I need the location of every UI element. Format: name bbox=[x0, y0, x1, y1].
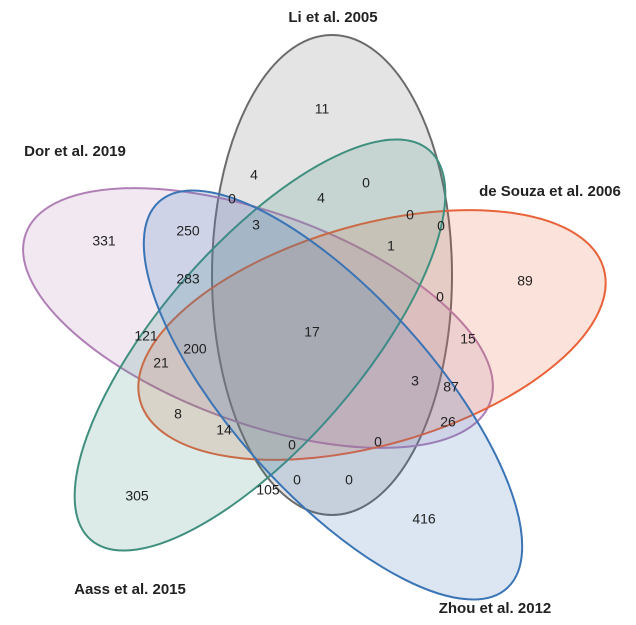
region-count: 89 bbox=[517, 273, 533, 289]
set-label: de Souza et al. 2006 bbox=[479, 183, 621, 200]
set-label: Aass et al. 2015 bbox=[74, 581, 186, 598]
region-count: 87 bbox=[443, 379, 459, 395]
region-count: 17 bbox=[304, 324, 320, 340]
region-count: 3 bbox=[411, 373, 419, 389]
set-ellipse bbox=[211, 34, 453, 516]
region-count: 4 bbox=[250, 167, 258, 183]
set-ellipse bbox=[142, 189, 524, 601]
region-count: 121 bbox=[134, 328, 158, 344]
region-count: 14 bbox=[216, 422, 232, 438]
set-ellipse bbox=[73, 138, 447, 552]
region-count: 0 bbox=[345, 472, 353, 488]
region-count: 0 bbox=[362, 175, 370, 191]
region-count: 8 bbox=[174, 406, 182, 422]
set-label: Zhou et al. 2012 bbox=[439, 600, 552, 617]
set-ellipse bbox=[137, 209, 607, 461]
region-count: 250 bbox=[176, 223, 200, 239]
region-count: 200 bbox=[183, 341, 207, 357]
region-count: 1 bbox=[387, 238, 395, 254]
region-count: 0 bbox=[288, 437, 296, 453]
region-count: 4 bbox=[317, 190, 325, 206]
region-count: 0 bbox=[406, 207, 414, 223]
region-count: 0 bbox=[374, 434, 382, 450]
region-count: 416 bbox=[412, 511, 436, 527]
set-label: Dor et al. 2019 bbox=[24, 143, 126, 160]
region-count: 0 bbox=[228, 191, 236, 207]
region-count: 26 bbox=[440, 414, 456, 430]
region-count: 0 bbox=[293, 472, 301, 488]
region-count: 331 bbox=[92, 233, 116, 249]
set-label: Li et al. 2005 bbox=[288, 9, 377, 26]
region-count: 283 bbox=[176, 271, 200, 287]
region-count: 305 bbox=[125, 488, 149, 504]
region-count: 0 bbox=[436, 289, 444, 305]
region-count: 0 bbox=[437, 218, 445, 234]
region-count: 3 bbox=[252, 217, 260, 233]
region-count: 105 bbox=[256, 482, 280, 498]
region-count: 15 bbox=[460, 331, 476, 347]
region-count: 11 bbox=[315, 101, 330, 117]
region-count: 21 bbox=[153, 355, 169, 371]
